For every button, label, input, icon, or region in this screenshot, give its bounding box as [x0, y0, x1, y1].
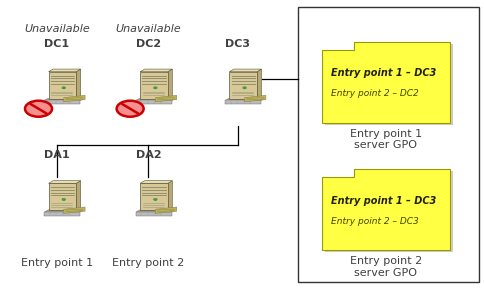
Text: Entry point 2 – DC2: Entry point 2 – DC2 — [330, 89, 418, 98]
Bar — [229, 72, 257, 99]
Polygon shape — [321, 169, 449, 250]
Bar — [48, 183, 76, 210]
Circle shape — [25, 101, 52, 117]
Polygon shape — [325, 44, 452, 125]
Text: DA1: DA1 — [44, 150, 70, 160]
Polygon shape — [140, 181, 172, 183]
Text: DA2: DA2 — [136, 150, 161, 160]
Circle shape — [242, 87, 246, 89]
Text: Entry point 1 – DC3: Entry point 1 – DC3 — [330, 68, 436, 78]
Polygon shape — [45, 210, 84, 212]
Polygon shape — [48, 181, 80, 183]
Bar — [48, 72, 76, 99]
Polygon shape — [167, 69, 172, 99]
Polygon shape — [325, 171, 452, 252]
Polygon shape — [76, 181, 80, 210]
Bar — [136, 101, 171, 104]
Bar — [225, 101, 260, 104]
Bar — [140, 183, 167, 210]
Circle shape — [153, 198, 157, 201]
Text: Entry point 2
server GPO: Entry point 2 server GPO — [349, 256, 421, 278]
Circle shape — [62, 87, 65, 89]
Polygon shape — [167, 181, 172, 210]
Polygon shape — [76, 69, 80, 99]
Text: DC2: DC2 — [136, 39, 161, 49]
Bar — [136, 212, 171, 216]
Text: Entry point 1
server GPO: Entry point 1 server GPO — [349, 129, 421, 150]
Polygon shape — [321, 42, 449, 123]
Polygon shape — [136, 210, 175, 212]
Polygon shape — [229, 69, 261, 72]
Circle shape — [25, 101, 52, 117]
Circle shape — [116, 101, 143, 117]
Text: Entry point 1: Entry point 1 — [21, 257, 93, 268]
Polygon shape — [257, 69, 261, 99]
Polygon shape — [136, 98, 175, 101]
Text: Unavailable: Unavailable — [24, 24, 90, 34]
Bar — [297, 7, 478, 282]
Polygon shape — [63, 207, 85, 213]
Polygon shape — [225, 98, 264, 101]
Text: DC3: DC3 — [225, 39, 250, 49]
Polygon shape — [63, 95, 85, 102]
Bar — [140, 72, 167, 99]
Circle shape — [116, 101, 143, 117]
Polygon shape — [45, 98, 84, 101]
Polygon shape — [48, 69, 80, 72]
Polygon shape — [155, 95, 176, 102]
Text: DC1: DC1 — [44, 39, 69, 49]
Polygon shape — [244, 95, 265, 102]
Circle shape — [62, 198, 65, 201]
Text: Entry point 1 – DC3: Entry point 1 – DC3 — [330, 196, 436, 206]
Text: Entry point 2: Entry point 2 — [112, 257, 184, 268]
Bar — [45, 101, 80, 104]
Text: Entry point 2 – DC3: Entry point 2 – DC3 — [330, 217, 418, 226]
Polygon shape — [140, 69, 172, 72]
Polygon shape — [155, 207, 176, 213]
Text: Unavailable: Unavailable — [115, 24, 181, 34]
Bar — [45, 212, 80, 216]
Circle shape — [153, 87, 157, 89]
